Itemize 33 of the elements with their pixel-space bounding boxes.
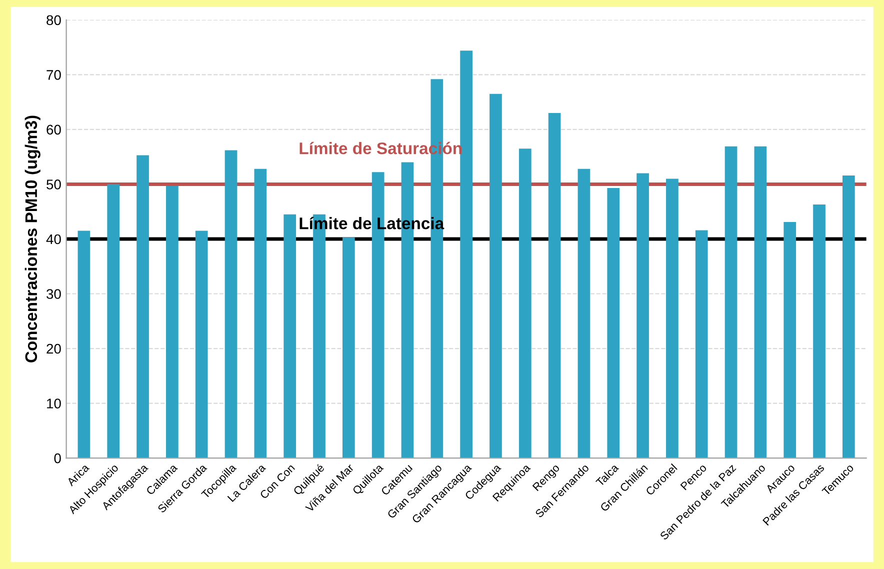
- y-tick-label: 70: [46, 70, 61, 80]
- y-tick-label: 80: [46, 15, 61, 26]
- bar: [724, 146, 738, 458]
- bar: [784, 222, 796, 458]
- bar: [666, 178, 678, 458]
- bar: [636, 173, 649, 458]
- bar: [842, 175, 855, 458]
- bar: [548, 113, 561, 458]
- bar: [578, 168, 590, 458]
- y-tick-label: 0: [54, 453, 61, 464]
- y-tick-label: 40: [46, 234, 61, 244]
- y-axis-title: Concentraciones PM10 (ug/m3): [24, 116, 40, 362]
- y-tick-label: 50: [46, 180, 61, 190]
- bar: [136, 155, 149, 458]
- y-tick-label: 10: [47, 398, 61, 408]
- bar: [342, 237, 355, 458]
- y-tick-label: 60: [46, 124, 61, 135]
- bar: [166, 186, 178, 458]
- bar: [695, 230, 708, 458]
- bar: [254, 168, 267, 458]
- bar: [284, 214, 296, 458]
- bar: [518, 148, 532, 458]
- bar: [607, 188, 620, 458]
- bar: [78, 230, 90, 458]
- bar: [754, 146, 767, 458]
- y-tick-label: 30: [46, 289, 61, 299]
- y-tick-label: 20: [46, 344, 61, 354]
- bar: [460, 50, 472, 458]
- bar: [107, 184, 120, 458]
- bar: [490, 94, 502, 458]
- bar: [224, 150, 238, 458]
- bar: [813, 204, 826, 458]
- bar: [195, 230, 208, 458]
